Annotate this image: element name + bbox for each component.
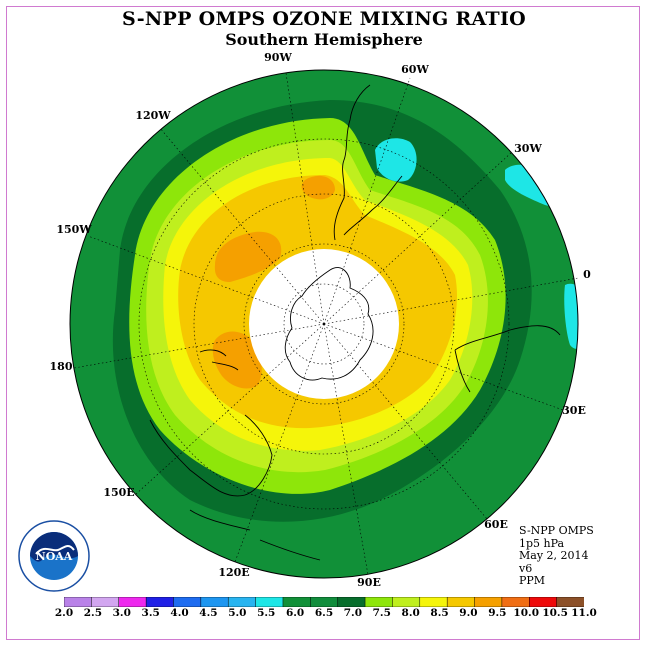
latitude-circle (283, 283, 365, 365)
product-info: S-NPP OMPS 1p5 hPa May 2, 2014 v6 PPM (519, 524, 594, 588)
south-america-coastline (333, 84, 403, 241)
colorbar-swatch (556, 597, 584, 607)
map-boundary (69, 69, 579, 579)
contour-9.0-b (212, 331, 262, 389)
colorbar-tick-label: 4.0 (170, 607, 189, 619)
lon-label-30e: 30E (562, 404, 586, 417)
colorbar-tick-label: 10.0 (513, 607, 540, 619)
colorbar-swatch (200, 597, 229, 607)
lon-label-90w: 90W (264, 51, 292, 64)
meridian (159, 127, 325, 325)
lon-label-30w: 30W (514, 142, 542, 155)
australia-coastline (149, 414, 273, 497)
colorbar-swatch (474, 597, 503, 607)
lon-label-90e: 90E (357, 576, 381, 589)
colorbar-tick-label: 3.5 (141, 607, 160, 619)
colorbar-swatch (118, 597, 147, 607)
meridian (323, 77, 411, 325)
contour-9.0-c (301, 175, 335, 200)
colorbar-swatch (91, 597, 120, 607)
lon-label-60w: 60W (401, 63, 429, 76)
colorbar-tick-label: 5.0 (228, 607, 247, 619)
colorbar-tick-label: 5.5 (257, 607, 276, 619)
info-level: 1p5 hPa (519, 536, 565, 550)
colorbar-swatch (310, 597, 339, 607)
map-title: S-NPP OMPS OZONE MIXING RATIO (121, 8, 527, 30)
meridian (323, 151, 513, 325)
lon-label-150w: 150W (56, 223, 92, 236)
indonesia-coastline (189, 509, 321, 561)
colorbar-tick-label: 9.0 (459, 607, 478, 619)
africa-coastline (454, 325, 561, 393)
figure-frame (6, 6, 640, 640)
map-subtitle: Southern Hemisphere (225, 30, 423, 49)
colorbar-swatch (173, 597, 202, 607)
graticule (73, 72, 579, 576)
lon-label-180: 180 (50, 360, 73, 373)
colorbar-tick-label: 6.5 (314, 607, 334, 619)
contour-9.0-a (214, 231, 282, 282)
lon-label-120e: 120E (218, 566, 249, 579)
colorbar-tick-labels: 2.0 2.5 3.0 3.5 4.0 4.5 5.0 5.5 6.0 6.5 7.0 7.5 8.0 8… (0, 607, 648, 621)
colorbar-tick-label: 7.0 (343, 607, 363, 619)
latitude-circle (243, 243, 405, 405)
colorbar-swatch (419, 597, 448, 607)
new-zealand-coastline (199, 349, 239, 371)
colorbar-tick-label: 6.0 (285, 607, 305, 619)
colorbar-swatch (145, 597, 175, 607)
colorbar-tick-label: 8.5 (430, 607, 449, 619)
noaa-logo-text: NOAA (36, 550, 73, 563)
colorbar-tick-label: 7.5 (372, 607, 391, 619)
contour-5.5-c (564, 283, 578, 349)
colorbar-swatch (64, 597, 92, 607)
colorbar-swatch (392, 597, 421, 607)
colorbar-swatch (501, 597, 530, 607)
colorbar-swatch (282, 597, 311, 607)
lon-label-120w: 120W (135, 109, 171, 122)
colorbar-tick-label: 2.0 (54, 607, 74, 619)
meridian (323, 323, 369, 576)
colorbar-tick-label: 10.5 (542, 607, 568, 619)
colorbar-tick-label: 9.5 (488, 607, 507, 619)
colorbar-swatch (227, 597, 257, 607)
colorbar-swatch (529, 597, 558, 607)
info-date: May 2, 2014 (519, 549, 589, 562)
ozone-contours (70, 70, 578, 578)
latitude-circle (193, 193, 455, 455)
colorbar-tick-label: 8.0 (401, 607, 420, 619)
lon-label-60e: 60E (484, 518, 508, 531)
colorbar-swatch (337, 597, 366, 607)
colorbar-tick-label: 4.5 (199, 607, 218, 619)
colorbar (64, 597, 584, 607)
noaa-logo: NOAA (18, 520, 90, 592)
info-instrument: S-NPP OMPS (519, 524, 594, 537)
colorbar-swatch (364, 597, 393, 607)
antarctica-coastline (284, 267, 374, 381)
colorbar-tick-label: 3.0 (112, 607, 131, 619)
info-version: v6 (519, 561, 533, 575)
colorbar-tick-label: 2.5 (83, 607, 103, 619)
meridian (323, 277, 579, 325)
info-units: PPM (519, 574, 546, 587)
colorbar-swatch (446, 597, 476, 607)
lon-label-0: 0 (583, 268, 591, 281)
lon-label-150e: 150E (103, 486, 134, 499)
colorbar-swatch (255, 597, 284, 607)
coastlines (149, 84, 561, 561)
colorbar-tick-label: 11.0 (571, 607, 597, 619)
latitude-circle (138, 138, 510, 510)
